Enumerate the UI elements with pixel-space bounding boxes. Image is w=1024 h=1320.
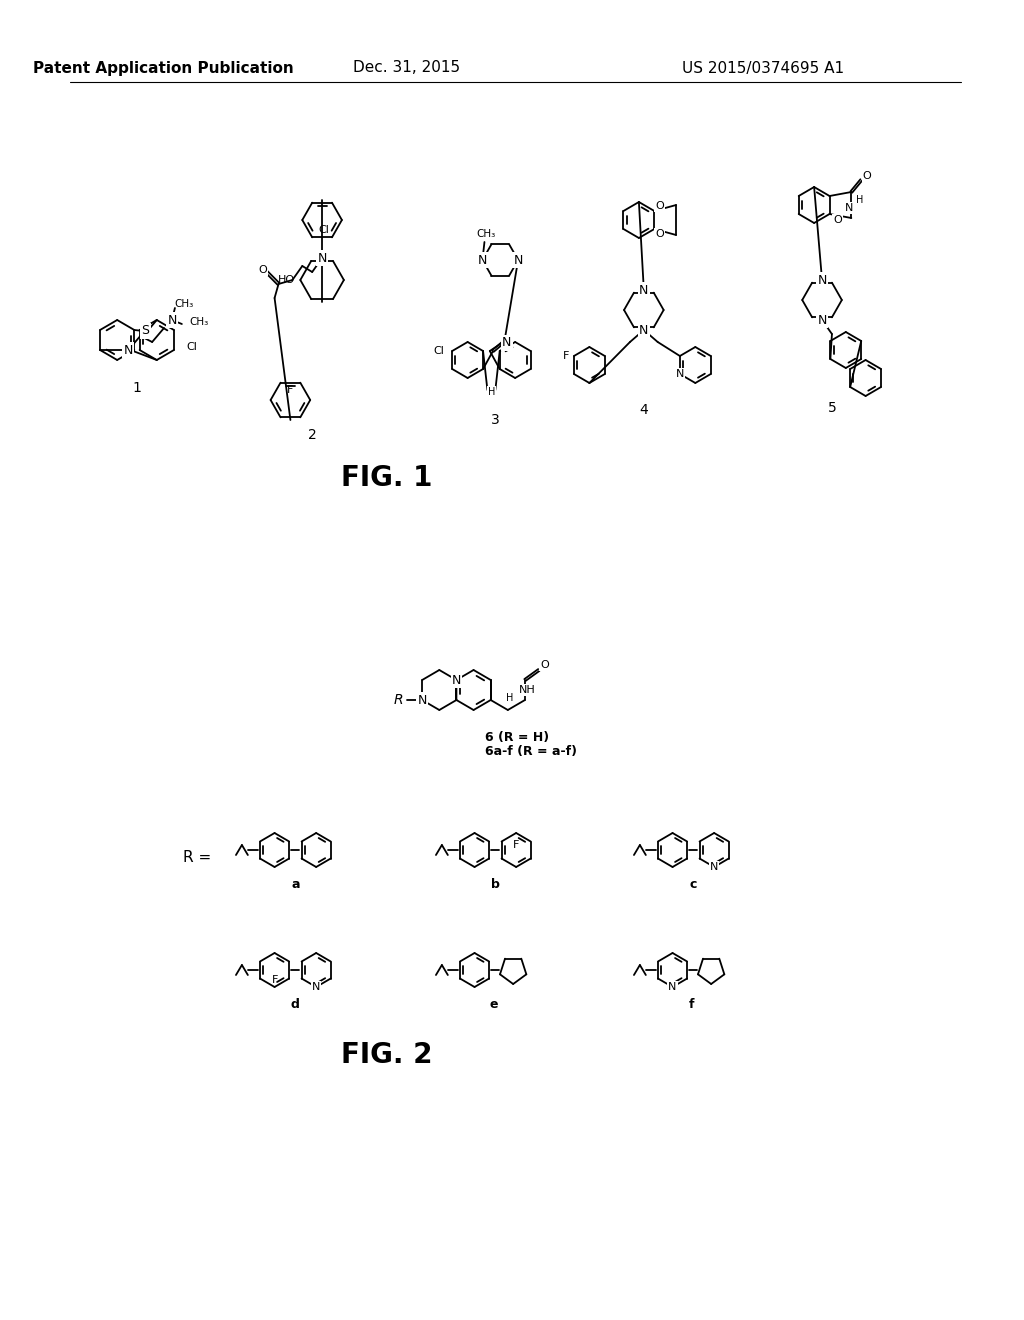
Text: O: O: [655, 201, 664, 211]
Text: Cl: Cl: [186, 342, 198, 352]
Text: N: N: [817, 273, 826, 286]
Text: R: R: [393, 693, 403, 708]
Text: f: f: [689, 998, 694, 1011]
Text: CH₃: CH₃: [477, 228, 496, 239]
Text: N: N: [452, 673, 461, 686]
Text: N: N: [676, 370, 684, 379]
Text: Cl: Cl: [433, 346, 443, 356]
Text: HO: HO: [278, 275, 295, 285]
Text: FIG. 1: FIG. 1: [341, 465, 432, 492]
Text: NH: NH: [519, 685, 536, 696]
Text: N: N: [124, 343, 133, 356]
Text: 6a-f (R = a-f): 6a-f (R = a-f): [485, 746, 578, 759]
Text: N: N: [478, 253, 487, 267]
Text: CH₃: CH₃: [174, 300, 194, 309]
Text: 4: 4: [639, 403, 648, 417]
Text: N: N: [312, 982, 321, 993]
Text: N: N: [418, 693, 427, 706]
Text: 5: 5: [827, 401, 837, 414]
Text: FIG. 2: FIG. 2: [341, 1041, 432, 1069]
Text: S: S: [141, 325, 150, 338]
Text: H: H: [506, 693, 513, 704]
Text: a: a: [291, 878, 300, 891]
Text: N: N: [502, 337, 512, 350]
Text: N: N: [639, 284, 648, 297]
Text: 1: 1: [132, 381, 141, 395]
Text: F: F: [513, 840, 519, 850]
Text: F: F: [563, 351, 569, 360]
Text: c: c: [689, 878, 697, 891]
Text: O: O: [541, 660, 549, 671]
Text: O: O: [834, 215, 842, 224]
Text: R =: R =: [183, 850, 212, 866]
Text: US 2015/0374695 A1: US 2015/0374695 A1: [682, 61, 844, 75]
Text: e: e: [489, 998, 498, 1011]
Text: Dec. 31, 2015: Dec. 31, 2015: [352, 61, 460, 75]
Text: N: N: [710, 862, 718, 873]
Text: 3: 3: [490, 413, 500, 426]
Text: N: N: [817, 314, 826, 326]
Text: N: N: [513, 253, 523, 267]
Text: H: H: [487, 387, 495, 397]
Text: O: O: [258, 265, 267, 275]
Text: N: N: [167, 314, 177, 326]
Text: Patent Application Publication: Patent Application Publication: [34, 61, 294, 75]
Text: N: N: [669, 982, 677, 993]
Text: CH₃: CH₃: [189, 317, 209, 327]
Text: F: F: [271, 975, 278, 985]
Text: Cl: Cl: [318, 224, 330, 235]
Text: N: N: [845, 203, 854, 213]
Text: F: F: [287, 385, 294, 395]
Text: b: b: [490, 878, 500, 891]
Text: O: O: [655, 228, 664, 239]
Text: 6 (R = H): 6 (R = H): [485, 731, 550, 744]
Text: 2: 2: [308, 428, 316, 442]
Text: N: N: [317, 252, 327, 264]
Text: N: N: [639, 323, 648, 337]
Text: O: O: [863, 172, 871, 181]
Text: H: H: [856, 195, 863, 205]
Text: d: d: [291, 998, 300, 1011]
